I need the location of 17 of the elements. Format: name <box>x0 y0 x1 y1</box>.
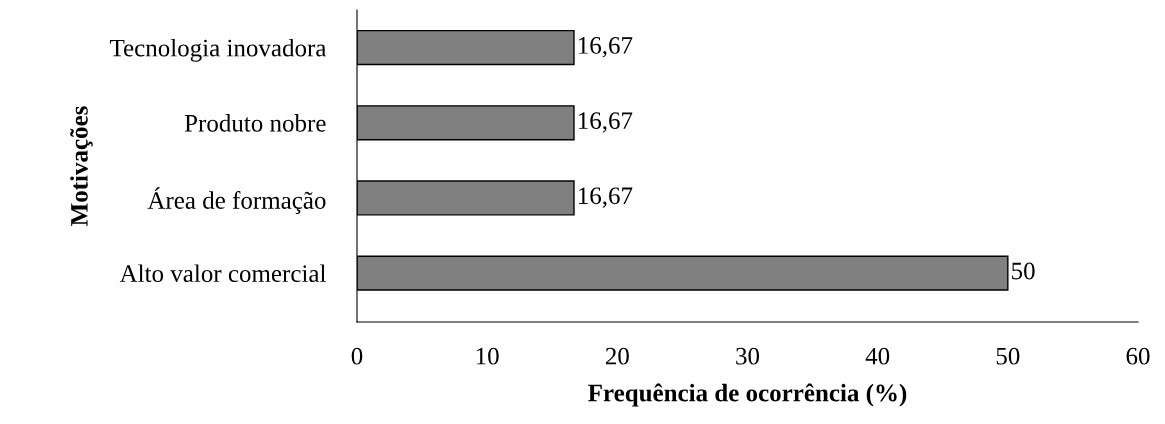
y-tick-label: Produto nobre <box>184 114 326 132</box>
data-label: 16,67 <box>578 37 633 58</box>
x-tick-label: 0 <box>351 347 363 365</box>
y-tick-label: Alto valor comercial <box>119 264 326 283</box>
x-tick-label: 30 <box>736 347 760 365</box>
x-tick-label: 20 <box>605 347 629 365</box>
x-tick-label: 50 <box>996 347 1020 365</box>
x-tick-label: 10 <box>476 347 499 365</box>
y-axis-title: Motivações <box>70 106 93 226</box>
y-tick-label: Tecnologia inovadora <box>109 38 327 62</box>
x-tick-label: 60 <box>1126 347 1150 365</box>
y-tick-label: Área de formação <box>147 187 326 214</box>
data-label: 50 <box>1012 262 1035 280</box>
data-label: 16,67 <box>578 112 633 133</box>
x-tick-label: 40 <box>865 347 890 365</box>
data-label: 16,67 <box>578 187 633 208</box>
x-axis-title: Frequência de ocorrência (%) <box>588 383 907 407</box>
